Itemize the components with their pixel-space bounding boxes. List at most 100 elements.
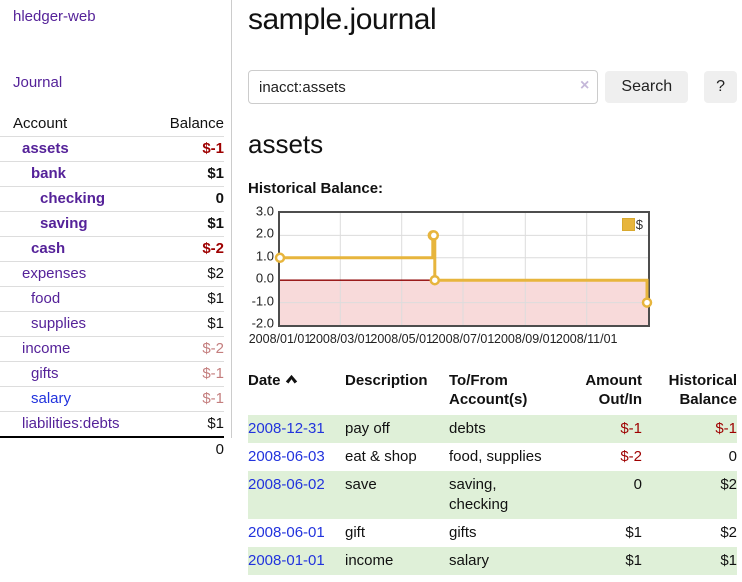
account-link-supplies[interactable]: supplies (31, 315, 87, 332)
search-button[interactable]: Search (605, 71, 689, 103)
transaction-accounts: salary (449, 552, 490, 569)
account-balance: $-1 (143, 361, 224, 387)
transaction-amount: $1 (625, 552, 642, 569)
account-balance: $-2 (143, 336, 224, 362)
transaction-description: eat & shop (345, 448, 417, 465)
transaction-date-link[interactable]: 2008-01-01 (248, 552, 325, 569)
transaction-date-link[interactable]: 2008-12-31 (248, 420, 325, 437)
x-tick-label: 2008/11/01 (555, 332, 618, 346)
transaction-amount: $-1 (620, 420, 642, 437)
sidebar: hledger-web Journal Account Balance asse… (0, 0, 232, 462)
help-button[interactable]: ? (704, 71, 737, 103)
transaction-description: gift (345, 524, 366, 541)
register-col-description: Description (345, 372, 428, 389)
account-link-saving[interactable]: saving (40, 215, 88, 232)
data-point-marker (641, 297, 653, 308)
data-point-marker (428, 230, 440, 241)
sidebar-item-journal[interactable]: Journal (13, 74, 63, 91)
x-tick-label: 2008/05/01 (370, 332, 433, 346)
transaction-historical-balance: $2 (720, 476, 737, 493)
account-link-bank[interactable]: bank (31, 165, 67, 182)
transaction-description: save (345, 476, 377, 493)
transaction-historical-balance: $2 (720, 524, 737, 541)
transaction-amount: $-2 (620, 448, 642, 465)
account-row-salary: salary $-1 (0, 386, 224, 412)
register-col-historical: Historical Balance (668, 372, 737, 408)
account-row-saving: saving $1 (0, 211, 224, 237)
transaction-date-link[interactable]: 2008-06-02 (248, 476, 325, 493)
transaction-historical-balance: 0 (728, 448, 737, 465)
account-link-assets[interactable]: assets (22, 140, 69, 157)
historical-balance-chart: 3.0 2.0 1.0 0.0 -1.0 -2.0 (248, 204, 737, 348)
y-tick-label: 1.0 (255, 248, 274, 264)
clear-search-icon[interactable]: × (580, 77, 590, 94)
account-link-checking[interactable]: checking (40, 190, 106, 207)
chart-title: Historical Balance: (248, 180, 384, 197)
x-tick-label: 2008/09/01 (494, 332, 557, 346)
table-row: 2008-06-01 gift gifts $1 $2 (248, 519, 737, 547)
account-link-expenses[interactable]: expenses (22, 265, 87, 282)
table-row: 2008-06-03 eat & shop food, supplies $-2… (248, 443, 737, 471)
app-brand-link[interactable]: hledger-web (13, 8, 96, 25)
account-row-checking: checking 0 (0, 186, 224, 212)
sort-ascending-icon (285, 371, 298, 390)
register-col-accounts: To/From Account(s) (449, 372, 528, 408)
table-row: 2008-01-01 income salary $1 $1 (248, 547, 737, 575)
table-row: 2008-06-02 save saving, checking 0 $2 (248, 471, 737, 519)
transaction-amount: 0 (633, 476, 642, 493)
accounts-total-row: 0 (0, 436, 224, 462)
transaction-date-link[interactable]: 2008-06-03 (248, 448, 325, 465)
chart-y-axis: 3.0 2.0 1.0 0.0 -1.0 -2.0 (248, 204, 278, 331)
chart-plot-area: $ (274, 211, 653, 327)
account-balance: $1 (143, 286, 224, 312)
accounts-header-row: Account Balance (0, 112, 224, 137)
account-row-cash: cash $-2 (0, 236, 224, 262)
y-tick-label: -1.0 (251, 293, 274, 309)
account-balance: $2 (143, 261, 224, 287)
y-tick-label: -2.0 (251, 315, 274, 331)
account-balance: $1 (143, 411, 224, 437)
search-input[interactable] (248, 70, 599, 104)
table-row: 2008-12-31 pay off debts $-1 $-1 (248, 415, 737, 443)
account-balance: $1 (143, 311, 224, 337)
transaction-description: pay off (345, 420, 390, 437)
legend-swatch (621, 218, 635, 231)
account-row-bank: bank $1 (0, 161, 224, 187)
register-table: Date Description To/From Account(s) Amou… (248, 369, 737, 575)
y-tick-label: 2.0 (255, 225, 274, 241)
account-link-salary[interactable]: salary (31, 390, 72, 407)
data-point-marker (274, 252, 286, 264)
accounts-table: Account Balance assets $-1 bank $1 check… (0, 112, 224, 462)
x-tick-label: 2008/01/01 (248, 332, 312, 346)
account-link-cash[interactable]: cash (31, 240, 66, 257)
transaction-historical-balance: $1 (720, 552, 737, 569)
account-link-income[interactable]: income (22, 340, 71, 357)
transaction-description: income (345, 552, 394, 569)
chart-x-axis: 2008/01/01 2008/03/01 2008/05/01 2008/07… (249, 330, 650, 348)
y-tick-label: 3.0 (255, 203, 274, 219)
legend-label: $ (635, 217, 643, 232)
account-balance: $1 (143, 211, 224, 237)
transaction-accounts: gifts (449, 524, 477, 541)
account-balance: 0 (143, 186, 224, 212)
transaction-amount: $1 (625, 524, 642, 541)
x-tick-label: 2008/07/01 (431, 332, 495, 346)
accounts-col-balance: Balance (169, 115, 224, 132)
account-heading: assets (248, 129, 324, 159)
account-row-gifts: gifts $-1 (0, 361, 224, 387)
account-link-food[interactable]: food (31, 290, 61, 307)
register-col-date[interactable]: Date (248, 369, 345, 415)
register-header-row: Date Description To/From Account(s) Amou… (248, 369, 737, 415)
account-balance: $-2 (143, 236, 224, 262)
page-title: sample.journal (248, 3, 437, 36)
date-header-label: Date (248, 372, 281, 389)
transaction-date-link[interactable]: 2008-06-01 (248, 524, 325, 541)
account-balance: $-1 (143, 386, 224, 412)
account-row-expenses: expenses $2 (0, 261, 224, 287)
account-balance: $1 (143, 161, 224, 187)
account-link-gifts[interactable]: gifts (31, 365, 59, 382)
transaction-accounts: food, supplies (449, 448, 542, 465)
account-row-income: income $-2 (0, 336, 224, 362)
y-tick-label: 0.0 (255, 270, 274, 286)
account-link-liabilities-debts[interactable]: liabilities:debts (22, 415, 120, 432)
